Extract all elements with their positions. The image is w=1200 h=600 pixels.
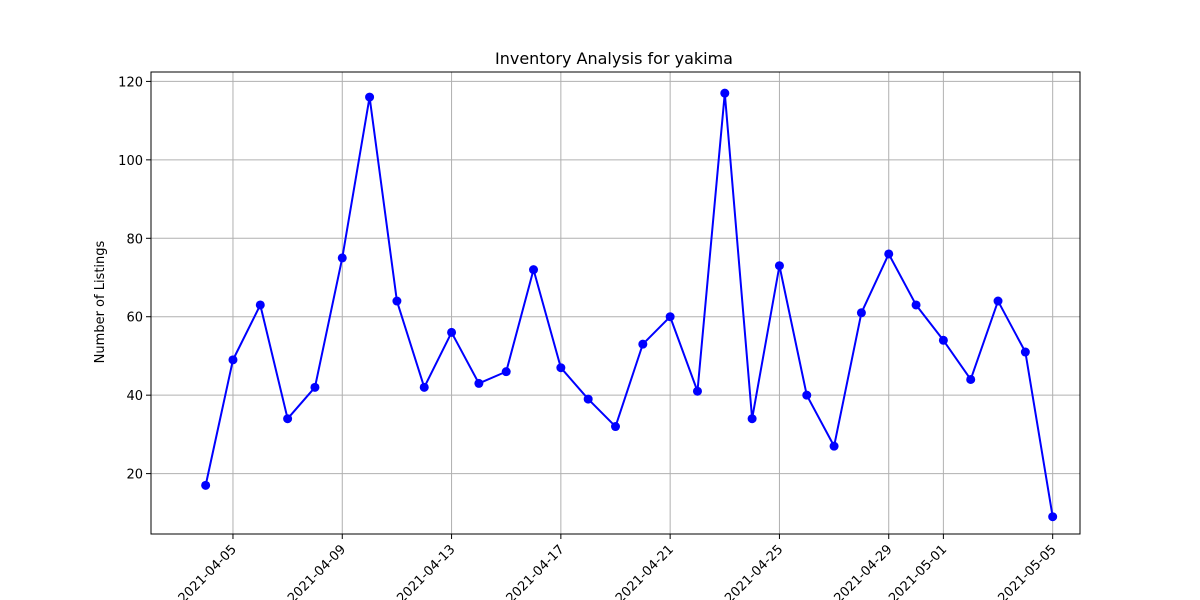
data-point [501,367,511,377]
grid [151,72,1080,534]
data-point [474,378,484,388]
data-point [583,394,593,404]
data-point [747,414,757,424]
series-line [204,92,1054,517]
data-point [337,253,347,263]
data-point [911,300,921,310]
data-point [856,308,866,318]
data-point [201,480,211,490]
data-point [692,386,702,396]
data-point [529,265,539,275]
data-point [774,261,784,271]
data-point [447,327,457,337]
y-tick-label: 80 [126,232,143,247]
data-point [938,335,948,345]
data-point [829,441,839,451]
data-point [993,296,1003,306]
y-tick-label: 60 [126,311,143,326]
data-point [665,312,675,322]
y-tick-label: 120 [118,75,143,90]
data-point [283,414,293,424]
data-point [1020,347,1030,357]
data-point [611,422,620,432]
data-point [392,296,402,306]
data-point [310,382,320,392]
chart-title: Inventory Analysis for yakima [495,49,733,68]
data-point [419,382,429,392]
y-axis-ticks: 20 40 60 80 100 120 [118,75,151,483]
data-point [638,339,648,349]
data-point [556,363,566,373]
data-point [966,374,976,384]
y-axis-label: Number of Listings [93,240,108,363]
data-point [884,249,894,259]
y-tick-label: 100 [118,154,143,169]
data-point [802,390,812,400]
data-point [365,92,375,102]
series-layer [201,88,1058,522]
data-point [255,300,265,310]
data-point [720,88,730,98]
plot-frame [150,71,1081,535]
y-tick-label: 20 [126,468,143,483]
data-point [228,355,238,365]
y-tick-label: 40 [126,389,143,404]
data-point [1048,512,1058,522]
